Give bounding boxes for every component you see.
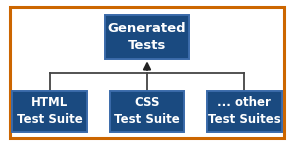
Text: ... other
Test Suites: ... other Test Suites: [208, 96, 281, 126]
Text: HTML
Test Suite: HTML Test Suite: [17, 96, 83, 126]
FancyBboxPatch shape: [12, 90, 87, 132]
Text: Generated
Tests: Generated Tests: [108, 22, 186, 52]
Text: CSS
Test Suite: CSS Test Suite: [114, 96, 180, 126]
FancyBboxPatch shape: [105, 15, 189, 59]
FancyBboxPatch shape: [110, 90, 184, 132]
FancyBboxPatch shape: [207, 90, 282, 132]
